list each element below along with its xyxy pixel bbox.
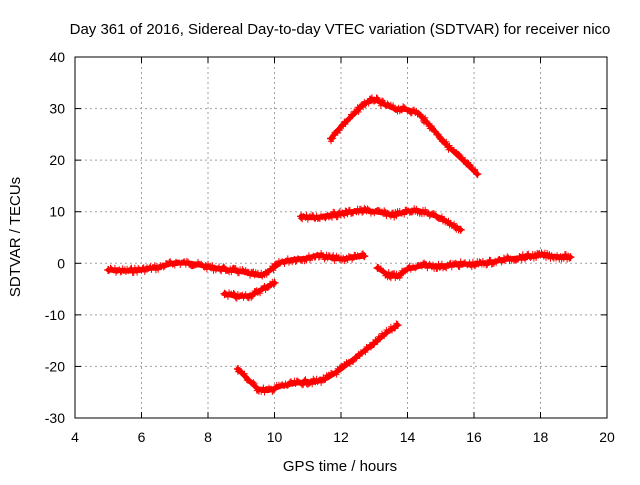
chart-title: Day 361 of 2016, Sidereal Day-to-day VTE…	[70, 21, 611, 38]
y-tick-label: 40	[49, 49, 65, 65]
plot-border	[74, 56, 608, 419]
series-endpoint-marker	[566, 253, 575, 262]
x-tick-label: 14	[400, 429, 416, 445]
series-track-ten	[297, 204, 465, 234]
series-track-dip-minus6	[220, 278, 279, 302]
series-markers	[374, 249, 573, 282]
series-markers	[234, 320, 400, 396]
x-tick-label: 16	[466, 429, 482, 445]
y-tick-label: 0	[57, 255, 65, 271]
x-tick-label: 6	[138, 429, 146, 445]
series-track-upper	[327, 94, 482, 179]
series-markers	[328, 94, 480, 177]
x-axis-label: GPS time / hours	[283, 458, 397, 475]
series-endpoint-marker	[233, 365, 242, 374]
series-endpoint-marker	[373, 263, 382, 272]
series-endpoint-marker	[104, 265, 113, 274]
y-axis-label: SDTVAR / TECUs	[7, 177, 24, 297]
y-tick-label: 10	[49, 204, 65, 220]
series-endpoint-marker	[270, 278, 279, 287]
series-endpoint-marker	[456, 225, 465, 234]
series-endpoint-marker	[327, 134, 336, 143]
x-tick-label: 8	[204, 429, 212, 445]
series-endpoint-marker	[220, 289, 229, 298]
series-track-main-zero	[104, 250, 369, 280]
series-markers	[221, 278, 277, 302]
y-tick-label: 20	[49, 152, 65, 168]
x-tick-label: 10	[267, 429, 283, 445]
x-tick-label: 20	[599, 429, 615, 445]
y-tick-label: -10	[45, 307, 65, 323]
y-tick-label: -20	[45, 358, 65, 374]
series-endpoint-marker	[360, 252, 369, 261]
y-tick-label: 30	[49, 101, 65, 117]
axes: 4 6 8 10 12 14 16 18 20 -30 -20 -10 0 10 20 30 40	[45, 49, 615, 445]
x-tick-label: 4	[71, 429, 79, 445]
x-tick-label: 12	[333, 429, 349, 445]
series-endpoint-marker	[393, 321, 402, 330]
grid-lines	[75, 57, 607, 418]
series-endpoint-marker	[473, 170, 482, 179]
data-series	[104, 94, 575, 396]
series-markers	[298, 204, 463, 234]
series-endpoint-marker	[297, 212, 306, 221]
series-track-late-zero	[373, 249, 575, 282]
series-track-lower	[233, 320, 402, 396]
x-tick-label: 18	[533, 429, 549, 445]
y-tick-label: -30	[45, 410, 65, 426]
series-markers	[105, 250, 367, 280]
